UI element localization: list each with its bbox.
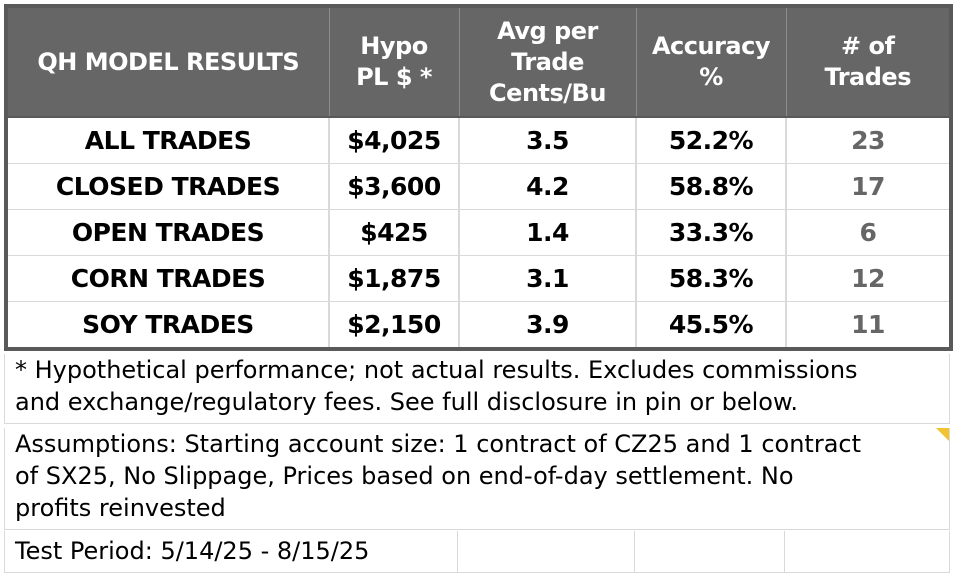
comment-marker-icon[interactable] <box>936 428 949 441</box>
pl-cell[interactable]: $1,875 <box>328 255 459 302</box>
pl-cell[interactable]: $2,150 <box>328 301 459 349</box>
table-row: ALL TRADES $4,025 3.5 52.2% 23 <box>6 116 951 164</box>
row-label-cell[interactable]: SOY TRADES <box>6 301 329 349</box>
table-row: CLOSED TRADES $3,600 4.2 58.8% 17 <box>6 163 951 210</box>
header-label: % <box>699 63 723 91</box>
pl-cell[interactable]: $3,600 <box>328 163 459 210</box>
assumptions-line: profits reinvested <box>15 494 226 522</box>
accuracy-cell[interactable]: 33.3% <box>635 209 786 256</box>
header-label: Hypo <box>360 32 428 60</box>
row-label-cell[interactable]: CLOSED TRADES <box>6 163 329 210</box>
accuracy-cell[interactable]: 45.5% <box>635 301 786 349</box>
results-table: QH MODEL RESULTS Hypo PL $ * Avg per Tra… <box>4 4 953 351</box>
header-accuracy[interactable]: Accuracy % <box>635 6 786 117</box>
pl-cell[interactable]: $425 <box>328 209 459 256</box>
header-label: Trades <box>824 63 911 91</box>
trades-cell[interactable]: 11 <box>785 301 951 349</box>
trades-cell[interactable]: 17 <box>785 163 951 210</box>
header-model-results[interactable]: QH MODEL RESULTS <box>6 6 329 117</box>
header-label: Avg per <box>497 16 598 45</box>
test-period-row: Test Period: 5/14/25 - 8/15/25 <box>4 531 950 573</box>
table-row: OPEN TRADES $425 1.4 33.3% 6 <box>6 209 951 256</box>
header-label: # of <box>841 32 895 60</box>
row-label-cell[interactable]: OPEN TRADES <box>6 209 329 256</box>
table-row: SOY TRADES $2,150 3.9 45.5% 11 <box>6 301 951 349</box>
assumptions-line: of SX25, No Slippage, Prices based on en… <box>15 462 794 490</box>
avg-cell[interactable]: 4.2 <box>458 163 636 210</box>
disclaimer-line: and exchange/regulatory fees. See full d… <box>15 388 799 416</box>
disclaimer-line: * Hypothetical performance; not actual r… <box>15 356 858 384</box>
accuracy-cell[interactable]: 58.3% <box>635 255 786 302</box>
header-avg-per-trade[interactable]: Avg per Trade Cents/Bu <box>458 6 636 117</box>
test-period-cell[interactable]: Test Period: 5/14/25 - 8/15/25 <box>4 531 457 572</box>
header-label: Accuracy <box>651 32 771 60</box>
header-label: Trade <box>511 47 584 76</box>
empty-cell[interactable] <box>784 531 950 572</box>
avg-cell[interactable]: 3.1 <box>458 255 636 302</box>
empty-cell[interactable] <box>457 531 634 572</box>
table-row: CORN TRADES $1,875 3.1 58.3% 12 <box>6 255 951 302</box>
assumptions-cell[interactable]: Assumptions: Starting account size: 1 co… <box>4 428 950 530</box>
header-label: PL $ * <box>356 63 432 91</box>
header-label: QH MODEL RESULTS <box>37 47 300 76</box>
avg-cell[interactable]: 3.9 <box>458 301 636 349</box>
avg-cell[interactable]: 1.4 <box>458 209 636 256</box>
trades-cell[interactable]: 23 <box>785 116 951 164</box>
header-hypo-pl[interactable]: Hypo PL $ * <box>328 6 459 117</box>
header-row: QH MODEL RESULTS Hypo PL $ * Avg per Tra… <box>6 6 951 117</box>
disclaimer-cell[interactable]: * Hypothetical performance; not actual r… <box>4 354 950 424</box>
accuracy-cell[interactable]: 58.8% <box>635 163 786 210</box>
row-label-cell[interactable]: CORN TRADES <box>6 255 329 302</box>
trades-cell[interactable]: 6 <box>785 209 951 256</box>
assumptions-line: Assumptions: Starting account size: 1 co… <box>15 430 861 458</box>
pl-cell[interactable]: $4,025 <box>328 116 459 164</box>
header-number-of-trades[interactable]: # of Trades <box>785 6 951 117</box>
accuracy-cell[interactable]: 52.2% <box>635 116 786 164</box>
header-label: Cents/Bu <box>489 78 606 107</box>
trades-cell[interactable]: 12 <box>785 255 951 302</box>
empty-cell[interactable] <box>634 531 784 572</box>
row-label-cell[interactable]: ALL TRADES <box>6 116 329 164</box>
avg-cell[interactable]: 3.5 <box>458 116 636 164</box>
